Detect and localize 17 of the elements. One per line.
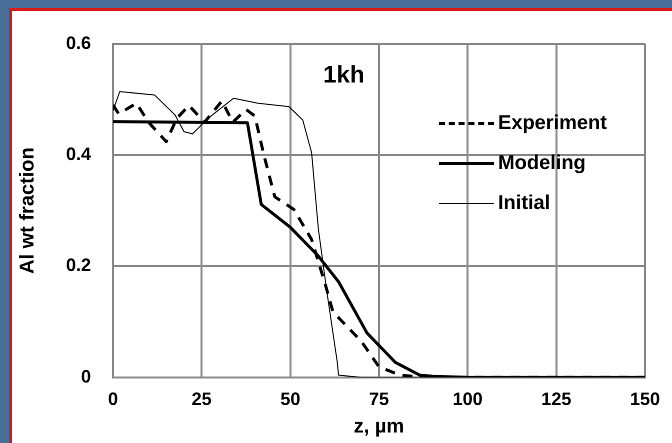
y-tick-label: 0.4 (66, 144, 92, 164)
annotation: 1kh (323, 61, 365, 88)
x-tick-label: 50 (280, 389, 300, 410)
legend-label: Experiment (498, 112, 607, 134)
y-axis-title: Al wt fraction (16, 147, 39, 274)
legend-label: Modeling (498, 152, 586, 174)
x-axis-title: z, µm (354, 416, 404, 438)
x-tick-label: 75 (368, 389, 390, 410)
y-tick-label: 0.2 (66, 255, 92, 276)
x-tick-label: 25 (192, 389, 212, 410)
x-tick-label: 150 (630, 389, 660, 410)
x-tick-label: 0 (108, 389, 118, 410)
x-tick-label: 125 (541, 389, 572, 410)
x-tick-label: 100 (452, 389, 483, 410)
y-tick-label: 0.6 (66, 32, 92, 53)
legend-label: Initial (498, 192, 550, 214)
y-tick-label: 0 (81, 366, 92, 386)
